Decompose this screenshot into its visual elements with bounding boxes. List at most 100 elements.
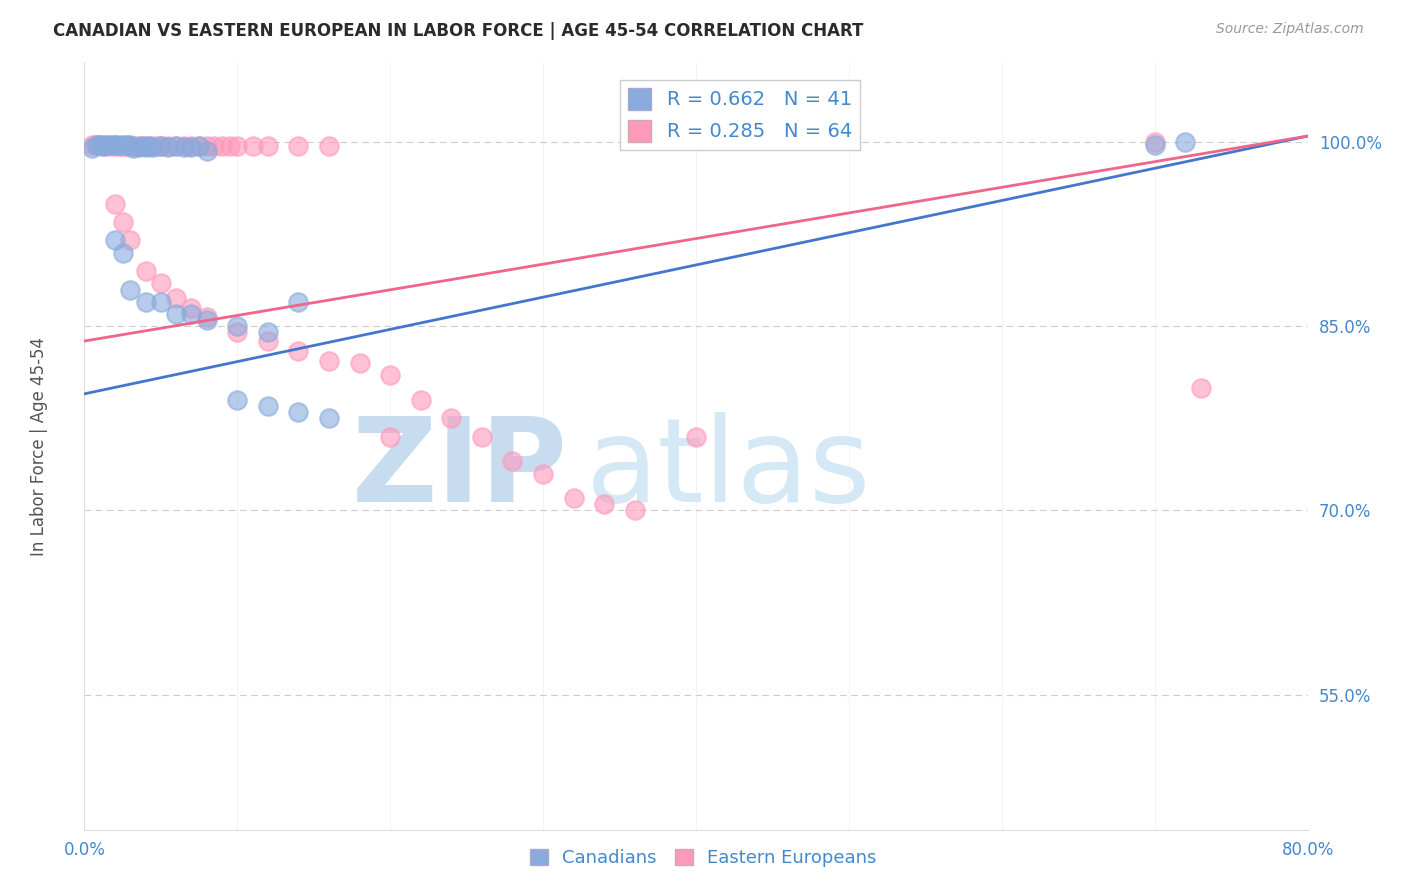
Point (120, 137, 142, 152)
Point (318, 411, 340, 425)
Point (131, 139, 153, 153)
Point (531, 467, 554, 481)
Point (135, 294, 157, 309)
Point (115, 139, 138, 153)
Point (188, 139, 211, 153)
Point (173, 139, 195, 153)
Point (180, 301, 202, 315)
Text: ZIP: ZIP (352, 411, 568, 526)
Point (111, 215, 134, 229)
Point (409, 392, 432, 407)
Point (91, 139, 114, 153)
Point (157, 140, 180, 154)
Legend: Canadians, Eastern Europeans: Canadians, Eastern Europeans (522, 841, 884, 874)
Point (180, 139, 202, 153)
Point (593, 497, 616, 511)
Point (115, 137, 138, 152)
Legend: R = 0.662   N = 41, R = 0.285   N = 64: R = 0.662 N = 41, R = 0.285 N = 64 (620, 79, 859, 150)
Text: Source: ZipAtlas.com: Source: ZipAtlas.com (1216, 22, 1364, 37)
Point (157, 139, 180, 153)
Point (142, 139, 165, 153)
Point (287, 405, 309, 419)
Point (93, 137, 115, 152)
Point (380, 368, 402, 383)
Point (129, 139, 152, 153)
Point (111, 245, 134, 260)
Point (111, 139, 134, 153)
Point (165, 307, 187, 321)
Point (257, 326, 280, 340)
Point (112, 137, 135, 152)
Point (180, 140, 202, 154)
Point (165, 139, 187, 153)
Point (127, 140, 149, 154)
Point (195, 144, 218, 158)
Point (120, 283, 142, 297)
Point (195, 139, 218, 153)
Point (226, 319, 249, 334)
Point (195, 313, 218, 327)
Point (142, 140, 165, 154)
Point (107, 137, 129, 152)
Point (226, 326, 249, 340)
Point (180, 307, 202, 321)
Point (165, 139, 187, 153)
Point (287, 294, 309, 309)
Point (87, 137, 110, 152)
Point (127, 139, 149, 153)
Point (318, 353, 340, 368)
Point (101, 137, 124, 152)
Point (287, 139, 309, 153)
Point (138, 139, 160, 153)
Point (1189, 381, 1212, 395)
Point (380, 430, 402, 444)
Point (440, 411, 463, 425)
Point (1143, 135, 1166, 149)
Point (195, 310, 218, 324)
Point (122, 139, 145, 153)
Point (257, 334, 280, 348)
Point (173, 140, 195, 154)
Point (1174, 135, 1197, 149)
Point (149, 277, 172, 291)
Point (624, 503, 647, 517)
Point (89, 137, 111, 152)
Point (89, 137, 111, 152)
Point (96, 137, 118, 152)
Point (96, 139, 118, 153)
Text: In Labor Force | Age 45-54: In Labor Force | Age 45-54 (31, 336, 48, 556)
Point (257, 139, 280, 153)
Point (101, 139, 124, 153)
Point (146, 139, 169, 153)
Point (104, 196, 127, 211)
Point (318, 139, 340, 153)
Point (84, 137, 107, 152)
Point (226, 392, 249, 407)
Point (287, 343, 309, 358)
Point (80, 137, 103, 152)
Point (226, 139, 249, 153)
Point (138, 139, 160, 153)
Point (120, 139, 142, 153)
Point (685, 430, 707, 444)
Point (91, 139, 114, 153)
Point (165, 291, 187, 305)
Point (86, 137, 108, 152)
Point (149, 139, 172, 153)
Point (242, 139, 264, 153)
Point (149, 294, 172, 309)
Point (202, 139, 225, 153)
Point (349, 356, 371, 370)
Point (1143, 137, 1166, 152)
Point (149, 139, 172, 153)
Point (120, 234, 142, 248)
Point (218, 139, 240, 153)
Text: atlas: atlas (586, 411, 872, 526)
Text: CANADIAN VS EASTERN EUROPEAN IN LABOR FORCE | AGE 45-54 CORRELATION CHART: CANADIAN VS EASTERN EUROPEAN IN LABOR FO… (53, 22, 863, 40)
Point (135, 264, 157, 278)
Point (111, 137, 134, 152)
Point (104, 234, 127, 248)
Point (502, 454, 524, 468)
Point (471, 430, 494, 444)
Point (122, 141, 145, 155)
